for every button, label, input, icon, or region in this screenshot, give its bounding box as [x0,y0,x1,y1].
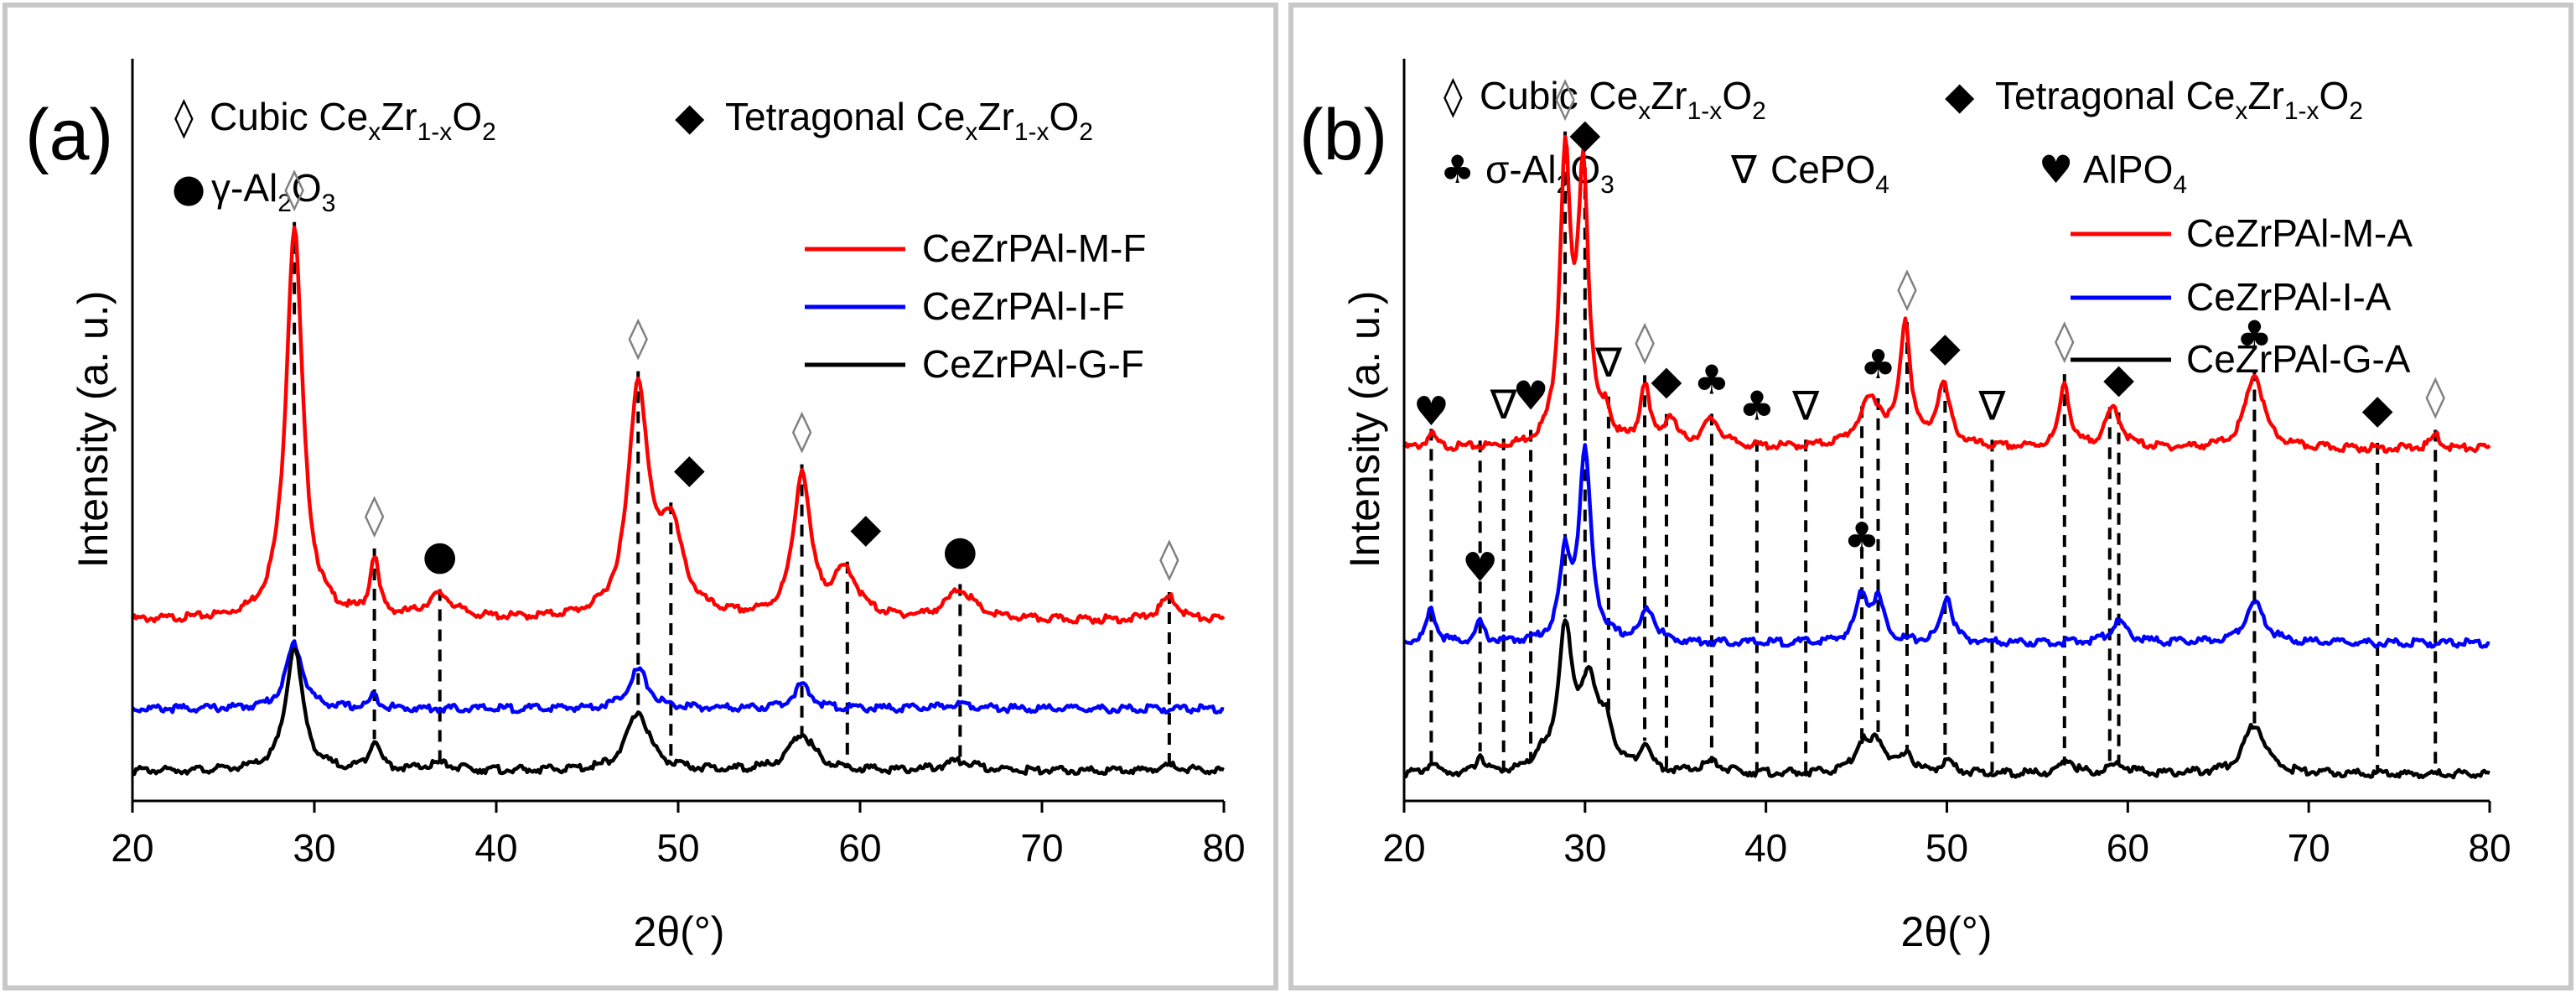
peak-marker: ◆ [1930,324,1961,371]
peak-marker: ♥ [1413,388,1449,435]
peak-marker: ◊ [628,314,648,361]
peak-marker: ◆ [674,445,705,492]
peak-marker: ◊ [1555,75,1575,122]
legend-a-m-f-label: CeZrPAl-M-F [922,226,1146,270]
x-tick-label: 50 [656,826,699,870]
legend-b-cepo4-symbol: ∇ [1730,147,1757,192]
peak-marker: ◊ [1159,535,1179,582]
panel-b-label: (b) [1299,95,1387,175]
peak-marker: ◊ [792,408,812,455]
panel-a-dashed-guides [293,221,1171,767]
peak-marker: ♣ [2237,312,2273,359]
x-tick-label: 60 [838,826,881,870]
panel-a-axes [131,59,1224,803]
legend-b-alpo4-text: AlPO4 [2083,148,2187,199]
panel-b-peak-markers: ♥♥∇♥◊◆∇ ◊◆ ♣♣ ∇♣♣◊◆∇◊◆♣◆ ◊ [1413,75,2446,591]
peak-marker: ◊ [2425,373,2445,420]
panel-b-y-axis-label: Intensity (a. u.) [1341,291,1388,569]
peak-marker: ◊ [284,165,304,212]
x-tick-label: 20 [111,826,153,870]
x-tick-label: 80 [2468,826,2511,870]
series-line-CeZrPAl-M-A [1402,134,2491,455]
panel-a-frame [3,3,1278,990]
series-line-CeZrPAl-G-F [132,647,1225,777]
series-line-CeZrPAl-M-F [130,225,1226,625]
peak-marker: ◊ [2055,317,2075,364]
peak-marker: ♥ [1513,373,1549,420]
legend-b-cubic-symbol: ◊ [1443,73,1463,118]
peak-marker: ∇ [1594,340,1623,387]
legend-b-m-a-label: CeZrPAl-M-A [2186,211,2413,255]
x-tick-label: 30 [293,826,335,870]
panel-b-curves [1402,134,2491,780]
legend-a-cubic-text: Cubic CexZr1-xO2 [210,95,496,146]
legend-a-cubic-symbol: ◊ [174,94,194,139]
series-line-CeZrPAl-I-A [1402,443,2490,649]
legend-b-sigma-alumina-symbol: ♣ [1440,147,1475,192]
panel-b-x-ticks: 20 30 40 50 60 70 80 [1382,801,2511,870]
x-tick-label: 70 [2288,826,2330,870]
peak-marker: ◆ [2103,356,2134,403]
peak-marker: ● [942,528,977,574]
x-tick-label: 50 [1926,826,1968,870]
panel-b-dashed-guides [1429,131,2438,774]
legend-a-tetragonal-symbol: ◆ [675,94,705,139]
panel-b-axes [1402,59,2490,803]
legend-b-tetragonal-symbol: ◆ [1945,73,1975,118]
peak-marker: ♣ [1693,356,1729,403]
panel-b-frame [1288,3,2573,990]
legend-b-g-a-label: CeZrPAl-G-A [2186,337,2411,381]
peak-marker: ◆ [2362,386,2393,433]
legend-b-cubic-text: Cubic CexZr1-xO2 [1480,74,1766,125]
panel-b-x-axis-label: 2θ(°) [1901,908,1993,955]
peak-marker: ◆ [850,505,881,552]
series-line-CeZrPAl-I-F [131,639,1225,715]
x-tick-label: 80 [1202,826,1245,870]
panel-a: (a) ◊ Cubic CexZr1-xO2 ◆ Tetragonal CexZ… [25,59,1246,955]
legend-b-alpo4-symbol: ♥ [2039,147,2073,192]
legend-b-tetragonal-text: Tetragonal CexZr1-xO2 [1995,74,2363,125]
x-tick-label: 40 [474,826,517,870]
panel-a-peak-markers: ◊ ◊ ● ◊ ◆ ◊ ◆ ● ◊ [284,165,1179,582]
panel-a-curves [130,225,1226,777]
legend-b-cepo4-text: CePO4 [1770,148,1889,199]
legend-a-gamma-alumina-text: γ-Al2O3 [211,166,335,217]
legend-a-tetragonal-text: Tetragonal CexZr1-xO2 [725,95,1093,146]
x-tick-label: 60 [2107,826,2149,870]
legend-a-i-f-label: CeZrPAl-I-F [922,284,1125,328]
peak-marker: ♣ [1739,383,1775,430]
panel-a-x-ticks: 20 30 40 50 60 70 80 [111,801,1246,870]
peak-marker: ∇ [1490,382,1518,429]
legend-a-gamma-alumina-symbol: ● [172,165,205,211]
peak-marker: ♥ [1462,544,1498,591]
peak-marker: ◊ [365,491,385,538]
peak-marker: ◆ [1569,111,1600,158]
peak-marker: ● [422,532,458,579]
peak-marker: ♣ [1844,514,1880,561]
panel-a-label: (a) [25,95,113,175]
peak-marker: ◆ [1651,357,1682,404]
peak-marker: ◊ [1897,265,1917,312]
legend-b-i-a-label: CeZrPAl-I-A [2186,275,2392,319]
x-tick-label: 20 [1382,826,1425,870]
x-tick-label: 30 [1563,826,1606,870]
legend-a-g-f-label: CeZrPAl-G-F [922,342,1144,386]
panel-b: (b) ◊ Cubic CexZr1-xO2 ◆ Tetragonal CexZ… [1299,59,2511,955]
series-line-CeZrPAl-G-A [1403,618,2490,780]
peak-marker: ◊ [1635,318,1655,365]
x-tick-label: 70 [1020,826,1063,870]
panel-a-x-axis-label: 2θ(°) [634,908,725,955]
x-tick-label: 40 [1744,826,1787,870]
peak-marker: ∇ [1791,382,1820,429]
peak-marker: ∇ [1977,382,2006,429]
panel-a-y-axis-label: Intensity (a. u.) [70,291,117,569]
peak-marker: ♣ [1860,341,1896,388]
